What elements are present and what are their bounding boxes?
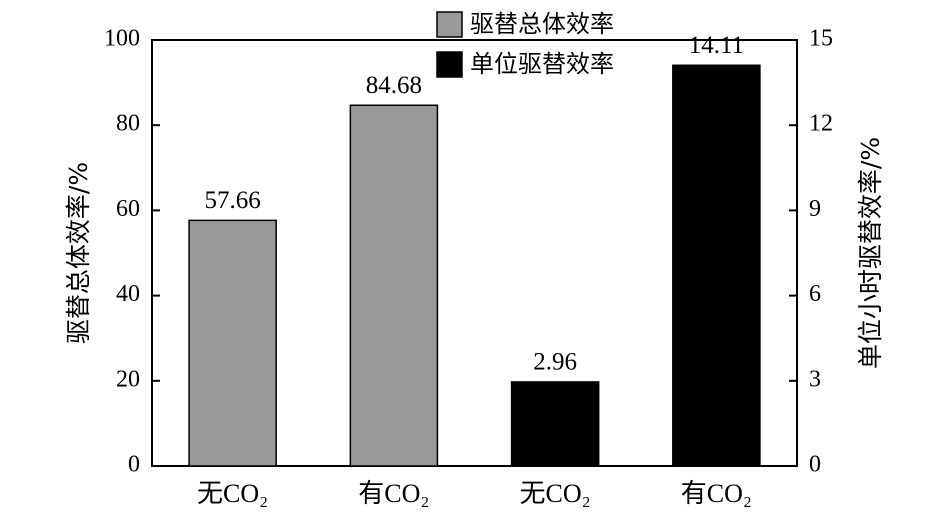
data-label: 14.11 [689,32,744,59]
data-label: 57.66 [205,187,261,214]
y-tick-label: 60 [116,196,140,222]
y2-tick-label: 12 [809,111,833,137]
y-tick-label: 100 [104,26,140,52]
bar [349,104,439,467]
legend-swatch [436,51,463,78]
plot-frame [151,39,798,467]
y-tick-label: 40 [116,281,140,307]
y-tick-label: 0 [128,452,140,478]
x-tick-label: 有CO₂ [681,479,752,508]
bar [510,381,600,467]
legend-swatch [436,11,463,38]
bar [188,219,277,467]
x-tick-label: 无CO₂ [197,479,268,508]
y2-tick-label: 3 [809,366,821,392]
y2-tick-label: 6 [809,281,821,307]
legend-label: 单位驱替效率 [470,50,614,78]
data-label: 2.96 [533,349,577,376]
y2-tick-label: 0 [809,452,821,478]
legend-label: 驱替总体效率 [470,10,614,38]
x-tick-label: 有CO₂ [358,479,429,508]
bar [672,64,761,467]
y-tick-label: 20 [116,366,140,392]
y-axis-label: 驱替总体效率/% [64,162,93,344]
x-tick-label: 无CO₂ [520,479,591,508]
y-tick-label: 80 [116,111,140,137]
y2-axis-label: 单位小时驱替效率/% [856,137,885,369]
data-label: 84.68 [366,72,422,99]
y2-tick-label: 9 [809,196,821,222]
y2-tick-label: 15 [809,26,833,52]
